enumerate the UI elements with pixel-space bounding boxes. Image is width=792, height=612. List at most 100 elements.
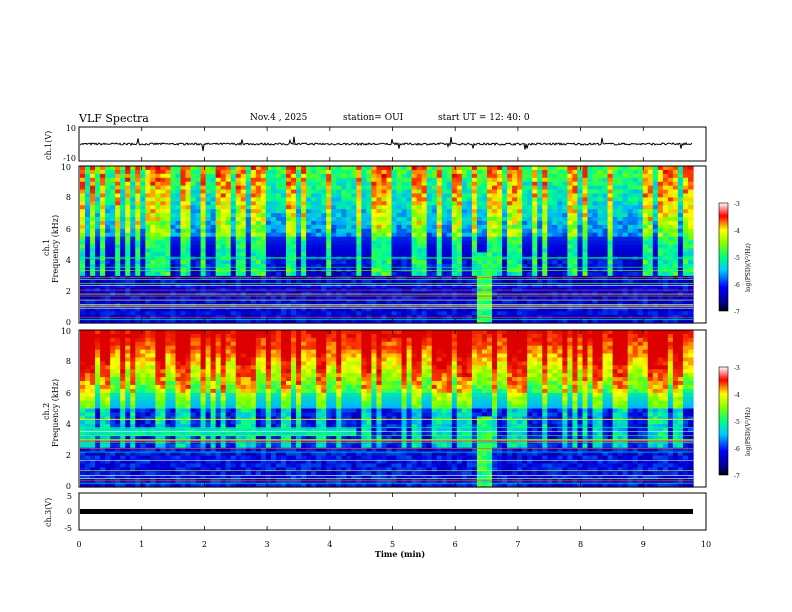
spectrogram-cell [230,236,237,242]
spectrogram-cell [456,185,463,191]
spectrogram-cell [391,205,398,210]
spectrogram-cell [205,303,212,308]
spectrogram-cell [245,279,252,285]
spectrogram-cell [286,177,292,183]
spectrogram-cell [401,248,408,253]
spectrogram-cell [572,283,579,289]
spectrogram-cell [652,279,659,285]
spectrogram-cell [170,295,177,301]
spectrogram-cell [406,275,413,281]
spectrogram-cell [677,252,684,257]
spectrogram-cell [240,201,247,206]
spectrogram-cell [537,185,543,191]
spectrogram-cell [155,252,161,257]
spectrogram-cell [597,319,604,324]
spectrogram-cell [130,213,136,218]
spectrogram-cell [230,213,237,218]
spectrogram-cell [376,299,383,304]
spectrogram-cell [250,283,257,289]
spectrogram-cell [662,220,669,226]
spectrogram-cell [662,311,669,316]
spectrogram-cell [316,201,322,206]
spectrogram-cell [557,197,563,202]
spectrogram-cell [265,232,272,238]
spectrogram-cell [436,275,443,281]
spectrogram-cell [592,228,599,234]
spectrogram-cell [205,236,212,242]
spectrogram-cell [471,193,478,198]
spectrogram-cell [396,279,403,285]
spectrogram-cell [316,252,322,257]
spectrogram-cell [547,248,553,253]
spectrogram-cell [391,275,398,281]
spectrogram-cell [85,228,91,234]
spectrogram-cell [80,283,86,289]
spectrogram-cell [517,213,523,218]
spectrogram-cell [652,173,659,179]
spectrogram-cell [316,193,322,198]
spectrogram-cell [562,177,568,183]
spectrogram-cell [471,232,478,238]
spectrogram-cell [421,193,428,198]
spectrogram-cell [431,166,438,171]
spectrogram-cell [647,240,654,246]
spectrogram-cell [341,209,347,214]
spectrogram-cell [642,173,649,179]
spectrogram-cell [225,248,232,253]
spectrogram-cell [476,232,483,238]
spectrogram-cell [522,224,528,230]
spectrogram-cell [391,220,398,226]
spectrogram-cell [557,240,563,246]
spectrogram-cell [667,193,674,198]
spectrogram-cell [275,224,282,230]
spectrogram-cell [657,283,664,289]
spectrogram-cell [662,244,669,250]
spectrogram-cell [291,201,297,206]
spectrogram-cell [537,303,543,308]
spectrogram-cell [552,236,558,242]
spectrogram-cell [406,248,413,253]
spectrogram-cell [451,271,458,277]
spectrogram-cell [230,169,237,175]
spectrogram-cell [557,299,563,304]
spectrogram-cell [311,177,317,183]
spectrogram-cell [451,303,458,308]
spectrogram-cell [451,217,458,222]
spectrogram-cell [632,275,639,281]
spectrogram-cell [220,224,227,230]
spectrogram-cell [567,295,574,301]
spectrogram-cell [85,388,91,394]
spectrogram-cell [677,260,684,265]
spectrogram-cell [396,177,403,183]
spectrogram-cell [672,260,679,265]
spectrogram-cell [150,177,156,183]
spectrogram-cell [492,279,498,285]
spectrogram-cell [341,236,347,242]
spectrogram-cell [275,197,282,202]
spectrogram-cell [687,307,694,312]
spectrogram-cell [356,275,362,281]
spectrogram-cell [542,248,548,253]
spectrogram-cell [371,260,378,265]
spectrogram-cell [552,193,558,198]
spectrogram-cell [497,224,503,230]
spectrogram-cell [331,217,337,222]
spectrogram-cell [527,193,533,198]
spectrogram-cell [100,307,106,312]
spectrogram-cell [597,311,604,316]
spectrogram-cell [296,264,302,269]
spectrogram-cell [155,220,161,226]
spectrogram-cell [361,271,367,277]
spectrogram-cell [441,185,448,191]
spectrogram-cell [532,275,538,281]
spectrogram-cell [331,236,337,242]
spectrogram-cell [396,209,403,214]
spectrogram-cell [175,177,182,183]
spectrogram-cell [572,177,579,183]
spectrogram-cell [502,224,508,230]
spectrogram-cell [572,213,579,218]
spectrogram-cell [80,435,86,441]
spectrogram-cell [577,213,584,218]
spectrogram-cell [647,205,654,210]
spectrogram-cell [120,248,126,253]
